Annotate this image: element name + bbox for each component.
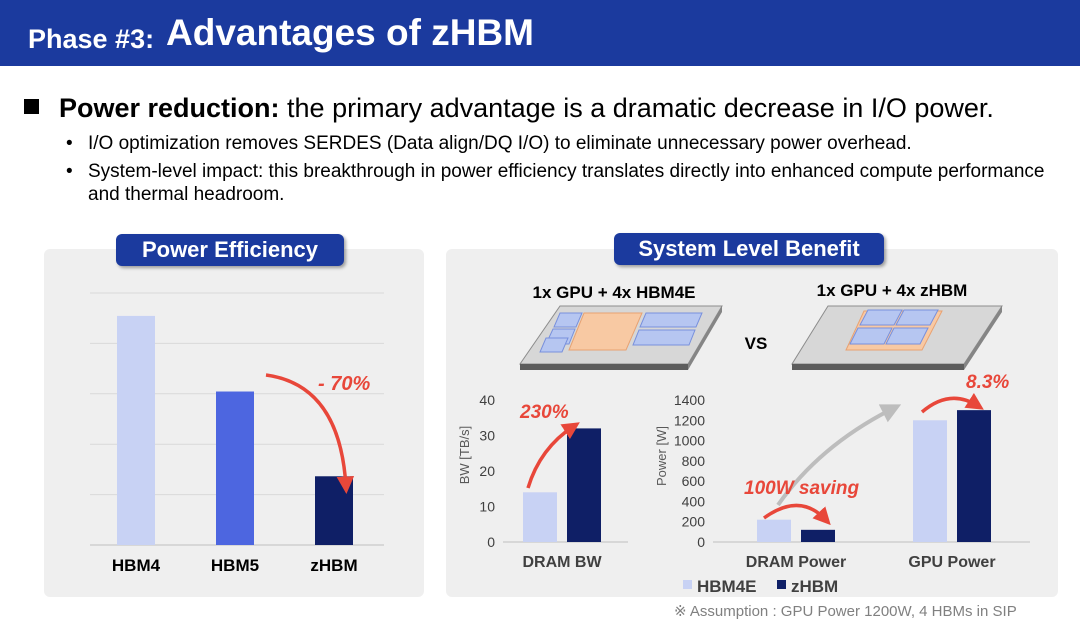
y-tick-label: 1200 — [674, 412, 705, 428]
gpu-increase-arrow — [920, 392, 984, 414]
zhbm-package-illustration — [791, 305, 1003, 370]
category-label-zhbm: zHBM — [310, 556, 357, 575]
system-benefit-title: System Level Benefit — [614, 233, 884, 265]
y-tick-label: 10 — [479, 499, 495, 515]
y-tick-label: 1000 — [674, 433, 705, 449]
y-tick-label: 30 — [479, 428, 495, 444]
vs-label: VS — [745, 334, 768, 353]
bw-increase-arrow — [526, 422, 580, 489]
y-tick-label: 800 — [682, 453, 706, 469]
chart1-bars — [117, 315, 353, 545]
category-label-hbm4: HBM4 — [112, 556, 161, 575]
y-tick-label: 400 — [682, 493, 706, 509]
bw-axis-label: BW [TB/s] — [457, 426, 472, 485]
reduction-arrow — [265, 373, 355, 494]
saving-annotation: 100W saving — [744, 478, 859, 499]
y-tick-label: 0 — [697, 534, 705, 550]
sub-bullet-1-text: I/O optimization removes SERDES (Data al… — [88, 133, 912, 154]
category-label-dram-power: DRAM Power — [746, 554, 846, 571]
category-label-hbm5: HBM5 — [211, 556, 259, 575]
config-zhbm-label: 1x GPU + 4x zHBM — [817, 281, 968, 300]
power-chart: 0 200 400 600 800 1000 1200 1400 DRAM Power GPU P… — [674, 392, 1030, 571]
chart1-category-labels: HBM4 HBM5 zHBM — [112, 556, 358, 575]
y-tick-label: 0 — [487, 534, 495, 550]
main-bullet-text: the primary advantage is a dramatic decr… — [279, 93, 994, 123]
bw-increase-annotation: 230% — [519, 402, 569, 423]
gpu-increase-annotation: 8.3% — [966, 372, 1009, 393]
power-efficiency-title: Power Efficiency — [116, 234, 344, 266]
sub-bullet-2: • System-level impact: this breakthrough… — [66, 160, 1060, 206]
bar-zhbm-dram-power — [801, 529, 835, 542]
main-bullet-bold: Power reduction: — [59, 93, 280, 123]
reduction-annotation: - 70% — [318, 373, 370, 395]
legend-zhbm-swatch — [777, 580, 786, 589]
bar-hbm4 — [117, 315, 155, 545]
config-hbm4e-label: 1x GPU + 4x HBM4E — [533, 283, 696, 302]
page-title: Advantages of zHBM — [166, 12, 534, 53]
sub-bullet-1: • I/O optimization removes SERDES (Data … — [66, 132, 1060, 155]
power-shift-arrow — [776, 404, 902, 507]
y-tick-label: 600 — [682, 473, 706, 489]
phase-label: Phase #3: — [28, 24, 155, 54]
sub-bullet-2-text: System-level impact: this breakthrough i… — [88, 161, 1045, 205]
legend-hbm4e-label: HBM4E — [697, 577, 757, 596]
dram-saving-arrow — [762, 503, 831, 526]
y-tick-label: 200 — [682, 514, 706, 530]
y-tick-label: 20 — [479, 463, 495, 479]
legend-hbm4e-swatch — [683, 580, 692, 589]
bar-hbm4e-dram-bw — [523, 492, 557, 542]
bar-zhbm-dram-bw — [567, 428, 601, 542]
bar-hbm4e-dram-power — [757, 519, 791, 542]
category-label-dram-bw: DRAM BW — [522, 554, 602, 571]
bullet-dot-icon: • — [66, 161, 73, 182]
bar-zhbm-gpu-power — [957, 410, 991, 542]
assumption-footnote: ※ Assumption : GPU Power 1200W, 4 HBMs i… — [674, 603, 1017, 620]
title-bar: Phase #3: Advantages of zHBM — [0, 0, 1080, 66]
power-axis-label: Power [W] — [654, 426, 669, 486]
bar-hbm5 — [216, 391, 254, 545]
main-bullet: Power reduction: the primary advantage i… — [24, 93, 994, 124]
hbm4e-package-illustration — [519, 305, 723, 370]
bandwidth-chart: 0 10 20 30 40 DRAM BW — [479, 392, 628, 571]
category-label-gpu-power: GPU Power — [908, 554, 995, 571]
legend: HBM4E zHBM — [683, 577, 838, 596]
bar-hbm4e-gpu-power — [913, 420, 947, 542]
y-tick-label: 40 — [479, 392, 495, 408]
legend-zhbm-label: zHBM — [791, 577, 838, 596]
y-tick-label: 1400 — [674, 392, 705, 408]
bullet-dot-icon: • — [66, 133, 73, 154]
square-bullet-icon — [24, 99, 39, 114]
